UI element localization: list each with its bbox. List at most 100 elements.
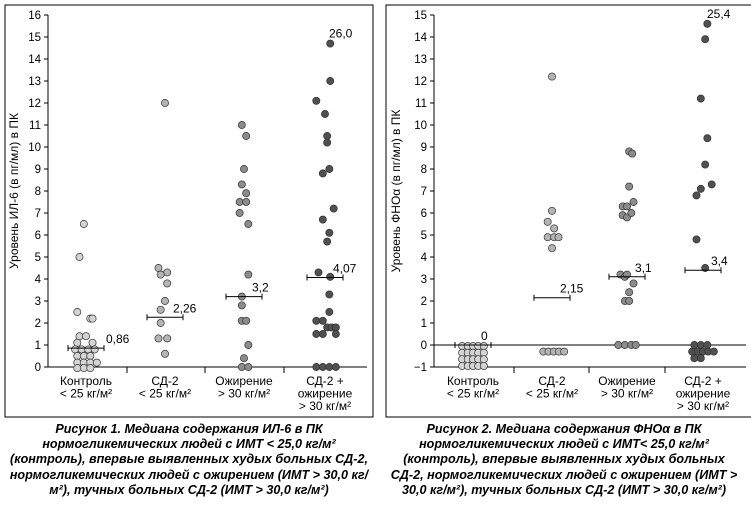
- data-point: [696, 184, 705, 193]
- data-point: [73, 308, 82, 316]
- y-tick-label: 7: [35, 208, 41, 220]
- y-tick-label: 1: [421, 318, 427, 330]
- data-point: [631, 341, 640, 349]
- data-point: [161, 99, 169, 107]
- data-point: [692, 235, 701, 244]
- data-point: [703, 19, 712, 28]
- data-point: [86, 364, 95, 373]
- data-point: [325, 228, 334, 237]
- y-tick-label: 16: [28, 10, 41, 22]
- y-tick-label: 0: [35, 362, 41, 374]
- y-tick-label: 5: [421, 230, 427, 242]
- median-label: 3,1: [635, 261, 652, 275]
- max-value-annotation: 26,0: [329, 27, 353, 41]
- y-tick-label: 14: [414, 32, 427, 44]
- data-point: [163, 334, 172, 343]
- data-point: [331, 323, 340, 332]
- data-point: [323, 132, 332, 140]
- data-point: [479, 355, 488, 364]
- median-label: 4,07: [333, 261, 357, 275]
- data-point: [625, 297, 634, 305]
- data-point: [629, 279, 638, 288]
- data-point: [240, 354, 248, 363]
- y-tick-label: 8: [35, 186, 41, 198]
- category-label: СД-2: [538, 374, 566, 388]
- data-point: [73, 352, 82, 360]
- data-point: [690, 341, 699, 349]
- data-point: [560, 347, 569, 356]
- figure-2-label: Рисунок 2.: [426, 422, 493, 436]
- data-point: [79, 364, 88, 373]
- median-label: 3,4: [711, 254, 728, 268]
- category-label: < 25 кг/м²: [60, 387, 112, 401]
- data-point: [479, 361, 488, 370]
- data-point: [554, 233, 563, 242]
- y-tick-label: 4: [35, 274, 42, 286]
- max-value-annotation: 25,4: [707, 7, 731, 21]
- data-point: [627, 209, 636, 217]
- data-point: [237, 180, 246, 189]
- data-point: [242, 132, 251, 140]
- data-point: [88, 338, 97, 347]
- data-point: [692, 191, 701, 200]
- data-point: [318, 169, 327, 178]
- category-label: > 30 кг/м²: [677, 399, 729, 413]
- data-point: [237, 121, 246, 129]
- data-point: [620, 341, 629, 349]
- y-tick-label: 13: [414, 54, 427, 66]
- category-label: < 25 кг/м²: [139, 387, 191, 401]
- data-point: [703, 341, 712, 349]
- data-point: [77, 345, 86, 354]
- y-tick-label: 10: [414, 120, 427, 132]
- data-point: [79, 352, 88, 360]
- y-tick-label: 15: [28, 32, 41, 44]
- y-tick-label: 13: [28, 76, 41, 88]
- data-point: [242, 189, 251, 198]
- y-tick-label: 9: [421, 142, 427, 154]
- data-point: [625, 182, 634, 191]
- y-tick-label: 9: [35, 164, 41, 176]
- category-label: ожирение: [298, 387, 353, 401]
- data-point: [244, 270, 253, 279]
- data-point: [325, 363, 334, 371]
- data-point: [323, 237, 332, 246]
- data-point: [161, 349, 169, 358]
- data-point: [690, 354, 699, 363]
- data-point: [235, 198, 244, 206]
- y-axis-label: Уровень ФНОα (в пг/мл) в ПК: [389, 110, 403, 273]
- y-tick-label: 3: [35, 296, 41, 308]
- median-label: 3,2: [252, 281, 269, 295]
- y-tick-label: 8: [421, 164, 427, 176]
- data-point: [318, 330, 327, 338]
- y-axis-label: Уровень ИЛ-6 (в пг/мл) в ПК: [7, 113, 21, 269]
- y-tick-label: 0: [421, 340, 427, 352]
- data-point: [707, 180, 716, 189]
- y-tick-label: 14: [28, 54, 41, 66]
- data-point: [244, 341, 253, 349]
- data-point: [237, 363, 246, 371]
- y-tick-label: 4: [421, 252, 428, 264]
- y-tick-label: −1: [414, 362, 427, 374]
- category-label: < 25 кг/м²: [447, 387, 499, 401]
- data-point: [326, 77, 335, 85]
- data-point: [314, 268, 323, 277]
- data-point: [244, 220, 253, 228]
- y-tick-label: 12: [28, 98, 41, 110]
- figure-1-label: Рисунок 1.: [55, 422, 121, 436]
- category-label: > 30 кг/м²: [601, 387, 653, 401]
- y-tick-label: 11: [29, 120, 41, 132]
- data-point: [240, 165, 248, 173]
- y-tick-label: 1: [35, 340, 41, 352]
- median-label: 2,15: [560, 282, 584, 296]
- data-point: [548, 244, 556, 253]
- y-tick-label: 2: [35, 318, 41, 330]
- data-point: [156, 319, 165, 327]
- median-label: 0: [481, 329, 488, 343]
- figure-1-text: Медиана содержания ИЛ-6 в ПК нормогликем…: [9, 422, 369, 497]
- category-label: < 25 кг/м²: [526, 387, 578, 401]
- median-label: 0,86: [106, 332, 130, 346]
- data-point: [318, 316, 327, 325]
- category-label: > 30 кг/м²: [218, 387, 270, 401]
- median-label: 2,26: [173, 301, 197, 315]
